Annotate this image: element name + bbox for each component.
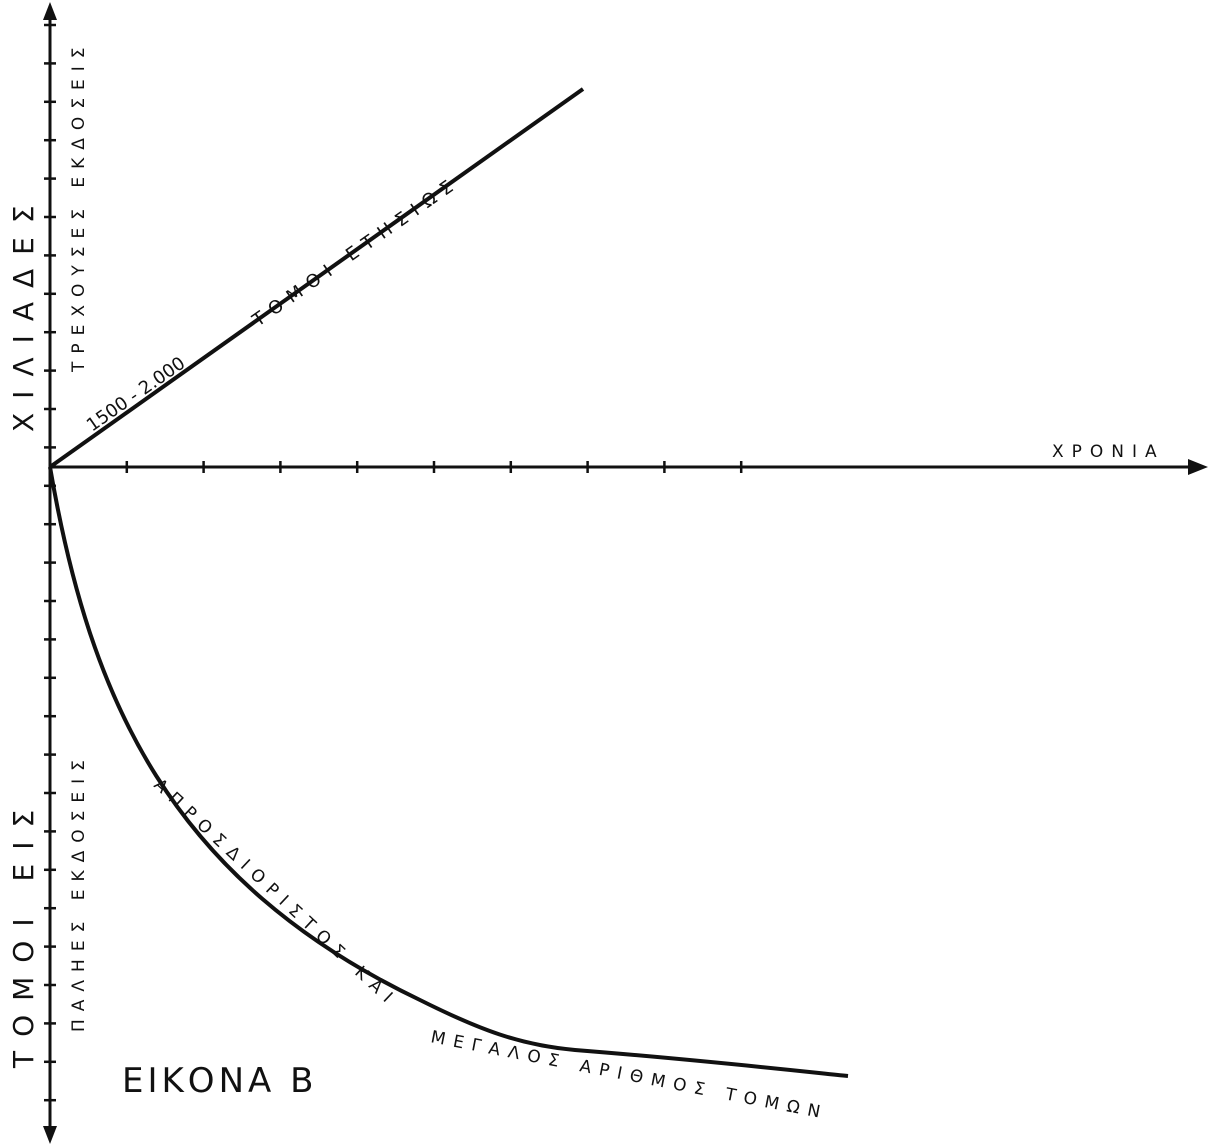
upper-section-label: ΤΡΕΧΟΥΣΕΣ ΕΚΔΟΣΕΙΣ [69, 39, 89, 373]
x-axis-arrow [1188, 459, 1208, 475]
y-axis-lower-label: ΤΟΜΟΙ ΕΙΣ [7, 796, 40, 1069]
y-axis-arrow-top [43, 2, 57, 20]
y-axis-upper-label: ΧΙΛΙΑΔΕΣ [7, 191, 40, 432]
x-axis-label: ΧΡΟΝΙΑ [1052, 442, 1165, 462]
rising-line-rate: 1500 - 2.000 [83, 353, 189, 436]
falling-curve-text-2: ΜΕΓΑΛΟΣ ΑΡΙΘΜΟΣ ΤΟΜΩΝ [429, 1027, 830, 1124]
x-axis-ticks [125, 461, 743, 473]
falling-curve-text-1: ΑΠΡΟΣΔΙΟΡΙΣΤΟΣ ΚΑΙ [150, 775, 402, 1012]
current-editions-line [48, 87, 585, 469]
old-editions-curve [48, 466, 849, 1078]
figure-title: ΕΙΚΟΝΑ Β [122, 1061, 317, 1101]
y-axis-arrow-bottom [43, 1126, 57, 1144]
lower-section-label: ΠΑΛΗΕΣ ΕΚΔΟΣΕΙΣ [69, 752, 89, 1032]
rising-line-text: ΤΟΜΟΙ ΕΤΗΣΙΩΣ [248, 172, 464, 332]
y-axis-ticks [44, 23, 56, 1102]
